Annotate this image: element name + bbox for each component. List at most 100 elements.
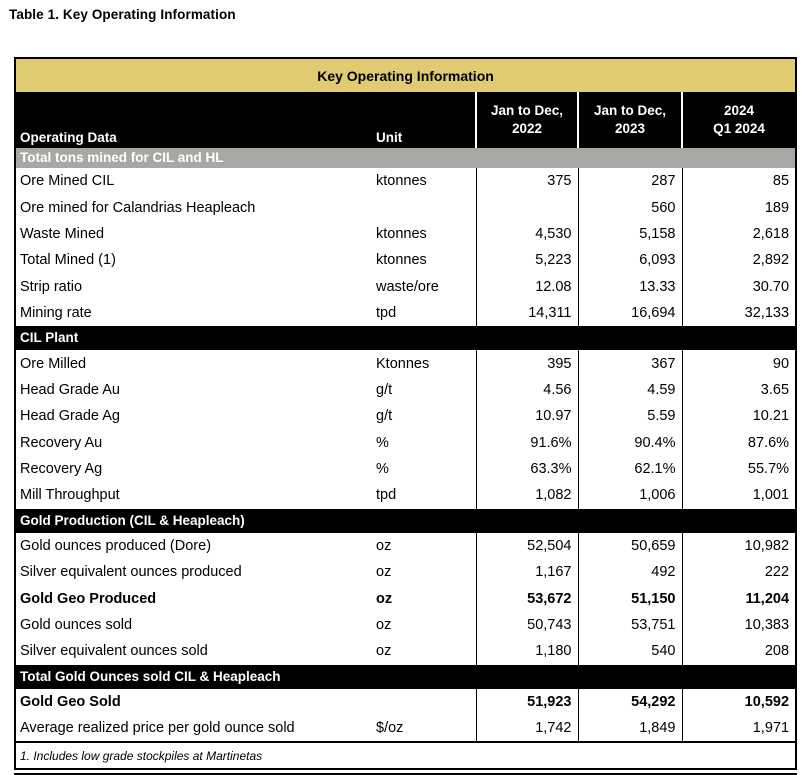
row-value-q1-2024: 189	[681, 194, 797, 221]
col-header-jan-to-dec-2023: Jan to Dec, 2023	[577, 92, 682, 148]
col-header-line2: Q1 2024	[713, 121, 765, 136]
row-unit	[374, 194, 476, 220]
row-unit: %	[376, 461, 389, 478]
table-row: Ore mined for Calandrias Heapleach 560 189	[15, 194, 797, 221]
row-value-2022	[475, 194, 578, 221]
row-value-2022: 4.56	[475, 376, 578, 404]
row-value-2022: 1,180	[475, 638, 578, 665]
section-header-row: Total tons mined for CIL and HL	[15, 148, 797, 168]
col-header-line2: 2023	[614, 121, 646, 136]
table-row: Total Mined (1) ktonnes 5,223 6,093 2,892	[15, 247, 797, 274]
row-label: Ore Mined CIL	[20, 173, 115, 190]
row-unit: oz	[376, 617, 392, 634]
row-unit: g/t	[376, 381, 393, 398]
row-value-q1-2024: 222	[681, 559, 797, 586]
col-header-q1-2024: 2024 Q1 2024	[680, 92, 797, 148]
table-row: Mill Throughput tpd 1,082 1,006 1,001	[15, 482, 797, 509]
column-header-row: Operating Data Unit Jan to Dec, 2022 Jan…	[15, 92, 797, 148]
row-unit: ktonnes	[376, 252, 427, 269]
row-value-q1-2024: 32,133	[681, 299, 797, 327]
row-value-2023: 54,292	[577, 688, 682, 716]
row-value-2022: 1,082	[475, 482, 578, 509]
row-value-2023: 560	[577, 194, 682, 221]
table-row: Average realized price per gold ounce so…	[15, 715, 797, 743]
row-value-2022: 51,923	[475, 688, 578, 716]
row-label: Recovery Ag	[20, 461, 103, 478]
row-value-2022: 14,311	[475, 299, 578, 327]
row-unit: Ktonnes	[376, 355, 430, 372]
table-title-band: Key Operating Information	[15, 58, 797, 92]
col-header-line1: Jan to Dec,	[593, 103, 667, 119]
row-value-q1-2024: 1,971	[681, 715, 797, 743]
row-unit: oz	[376, 590, 393, 607]
table-row: Recovery Ag% 63.3% 62.1% 55.7%	[15, 455, 797, 483]
row-unit: %	[376, 434, 389, 451]
row-value-2023: 5,158	[577, 220, 682, 248]
row-value-2023: 5.59	[577, 403, 682, 430]
row-value-q1-2024: 208	[681, 638, 797, 665]
table-row: Gold Geo Sold 51,923 54,292 10,592	[15, 688, 797, 716]
row-value-2023: 62.1%	[577, 455, 682, 483]
table-title: Key Operating Information	[15, 58, 797, 92]
col-header-line2: 2022	[511, 121, 543, 136]
section-header-label: Gold Production (CIL & Heapleach)	[15, 508, 797, 533]
row-label: Silver equivalent ounces sold	[20, 643, 208, 660]
table-row: Recovery Au% 91.6% 90.4% 87.6%	[15, 429, 797, 456]
section-header-row: Gold Production (CIL & Heapleach)	[15, 508, 797, 533]
row-value-2022: 395	[475, 350, 578, 377]
table-row: Mining rate tpd 14,311 16,694 32,133	[15, 299, 797, 327]
row-label: Recovery Au	[20, 434, 103, 451]
row-value-2022: 52,504	[475, 532, 578, 560]
table-row: Strip ratio waste/ore 12.08 13.33 30.70	[15, 273, 797, 300]
row-value-q1-2024: 10,383	[681, 611, 797, 639]
col-header-line1: 2024	[723, 103, 755, 119]
col-header-line1: Jan to Dec,	[490, 103, 564, 119]
row-label: Strip ratio	[20, 278, 83, 295]
row-label: Average realized price per gold ounce so…	[20, 720, 295, 737]
row-label: Head Grade Ag	[20, 408, 120, 425]
row-value-2022: 91.6%	[475, 429, 578, 456]
row-label: Gold Geo Produced	[20, 590, 157, 607]
row-unit: waste/ore	[376, 278, 439, 295]
row-label: Waste Mined	[20, 225, 105, 242]
row-unit: g/t	[376, 408, 393, 425]
section-header-row: Total Gold Ounces sold CIL & Heapleach	[15, 664, 797, 689]
row-value-2022: 12.08	[475, 273, 578, 300]
section-header-label: CIL Plant	[15, 326, 797, 351]
row-value-2022: 5,223	[475, 247, 578, 274]
row-value-q1-2024: 11,204	[681, 585, 797, 612]
row-unit: oz	[376, 537, 392, 554]
row-unit: oz	[376, 643, 392, 660]
row-value-2022: 63.3%	[475, 455, 578, 483]
row-unit: tpd	[376, 487, 397, 504]
row-label: Gold ounces produced (Dore)	[20, 537, 212, 554]
row-label: Total Mined (1)	[20, 252, 116, 269]
row-unit: oz	[376, 564, 392, 581]
row-value-q1-2024: 1,001	[681, 482, 797, 509]
row-unit: ktonnes	[376, 173, 427, 190]
table-row: Silver equivalent ounces sold oz 1,180 540 2…	[15, 638, 797, 665]
row-value-2022: 10.97	[475, 403, 578, 430]
row-value-2022: 50,743	[475, 611, 578, 639]
row-value-q1-2024: 30.70	[681, 273, 797, 300]
row-value-2023: 6,093	[577, 247, 682, 274]
row-value-2022: 53,672	[475, 585, 578, 612]
footnote: 1. Includes low grade stockpiles at Mart…	[15, 741, 797, 772]
row-value-2022: 375	[475, 168, 578, 195]
section-header-label: Total tons mined for CIL and HL	[15, 148, 797, 168]
row-value-2023: 90.4%	[577, 429, 682, 456]
col-header-jan-to-dec-2022: Jan to Dec, 2022	[475, 92, 578, 148]
row-value-q1-2024: 2,618	[681, 220, 797, 248]
document-table-caption: Table 1. Key Operating Information	[9, 7, 236, 22]
row-value-2023: 1,849	[577, 715, 682, 743]
row-value-2023: 16,694	[577, 299, 682, 327]
section-header-row: CIL Plant	[15, 326, 797, 351]
row-value-q1-2024: 10,982	[681, 532, 797, 560]
row-value-2022: 4,530	[475, 220, 578, 248]
row-value-2023: 53,751	[577, 611, 682, 639]
table-row: Head Grade Ag g/t 10.97 5.59 10.21	[15, 403, 797, 430]
row-value-q1-2024: 10,592	[681, 688, 797, 716]
row-label: Head Grade Au	[20, 381, 120, 398]
table-body: Total tons mined for CIL and HL Ore Mined…	[15, 148, 797, 743]
table-row: Head Grade Au g/t 4.56 4.59 3.65	[15, 376, 797, 404]
